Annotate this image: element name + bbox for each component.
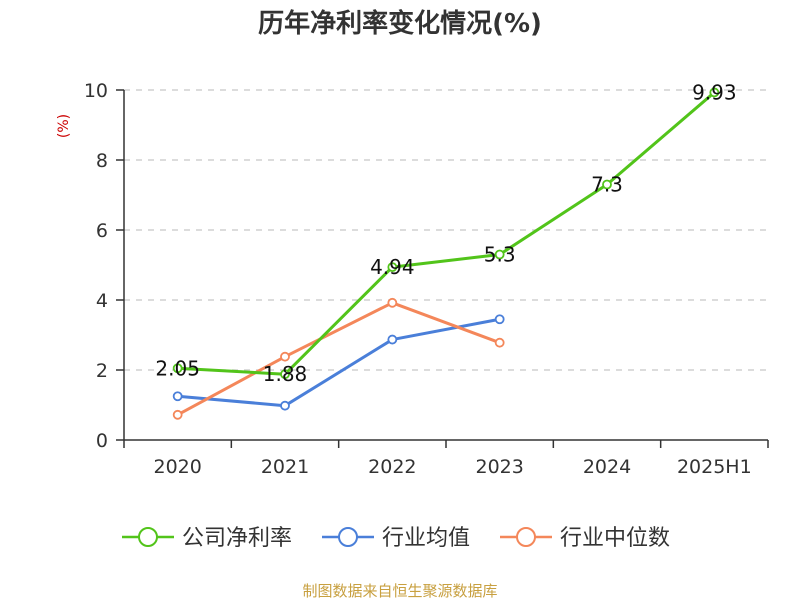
- chart-title: 历年净利率变化情况(%): [258, 8, 542, 39]
- data-point: [602, 179, 612, 190]
- x-tick-label: 2023: [475, 456, 523, 478]
- legend-label: 行业中位数: [560, 526, 670, 551]
- data-label: 1.88: [263, 362, 308, 386]
- data-point: [709, 87, 720, 98]
- y-axis-label: (%): [56, 114, 72, 138]
- data-point: [387, 297, 398, 308]
- legend-marker-icon: [138, 527, 158, 547]
- y-tick-label: 2: [96, 360, 108, 382]
- x-tick-label: 2021: [261, 456, 309, 478]
- data-label: 5.3: [484, 243, 516, 267]
- data-point: [172, 409, 183, 420]
- y-tick-label: 10: [84, 80, 108, 102]
- data-label: 9.93: [692, 80, 737, 104]
- legend-item[interactable]: 公司净利率: [122, 526, 292, 551]
- series-line: [176, 301, 501, 417]
- legend-label: 行业均值: [382, 526, 470, 551]
- data-point: [494, 337, 505, 348]
- x-tick-label: 2024: [583, 456, 631, 478]
- y-tick-label: 8: [96, 150, 108, 172]
- series-line: [177, 317, 500, 408]
- data-point: [494, 314, 505, 325]
- series-line: [177, 91, 716, 376]
- data-label: 4.94: [370, 255, 415, 279]
- data-point: [387, 334, 398, 345]
- data-point: [280, 351, 290, 362]
- legend-item[interactable]: 行业均值: [322, 526, 470, 551]
- data-point: [387, 262, 398, 273]
- data-point: [494, 249, 505, 260]
- data-point: [172, 391, 183, 402]
- data-point: [280, 369, 290, 380]
- y-tick-label: 6: [96, 220, 108, 242]
- y-tick-label: 0: [96, 430, 108, 452]
- data-point: [280, 400, 290, 411]
- data-label: 7.3: [591, 173, 623, 197]
- legend-item[interactable]: 行业中位数: [500, 526, 670, 551]
- series: [172, 87, 720, 420]
- data-label: 2.05: [155, 356, 200, 380]
- data-point: [172, 363, 183, 374]
- y-tick-label: 4: [96, 290, 108, 312]
- legend-marker-icon: [338, 527, 358, 547]
- source-note: 制图数据来自恒生聚源数据库: [302, 582, 497, 600]
- legend-label: 公司净利率: [182, 526, 292, 551]
- legend-marker-icon: [516, 527, 536, 547]
- x-tick-label: 2020: [153, 456, 201, 478]
- x-tick-label: 2022: [368, 456, 416, 478]
- legend[interactable]: 公司净利率 行业均值 行业中位数: [122, 526, 670, 551]
- axes: 0 2 4 6 8 10 2020 2021 2022 2023 2024 2025H1: [84, 80, 769, 478]
- x-tick-label: 2025H1: [677, 456, 752, 478]
- data-labels: 2.05 1.88 4.94 5.3 7.3 9.93: [155, 80, 736, 386]
